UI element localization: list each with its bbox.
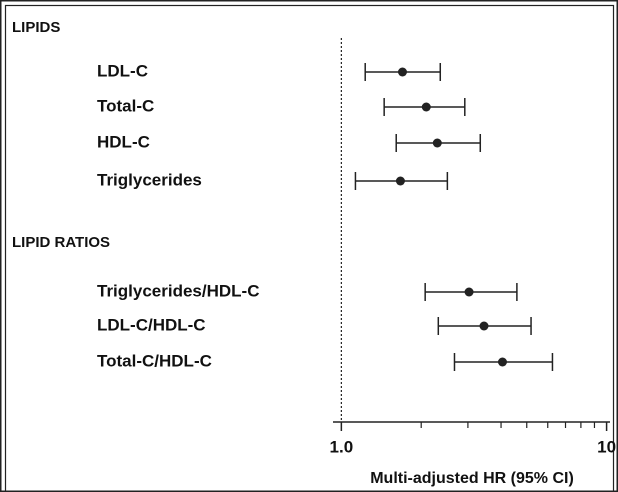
- row-label: HDL-C: [97, 132, 150, 151]
- row-label: Triglycerides/HDL-C: [97, 281, 260, 300]
- x-tick-label: 1.0: [330, 437, 354, 456]
- point-estimate: [479, 321, 489, 331]
- row-label: LDL-C/HDL-C: [97, 315, 206, 334]
- point-estimate: [421, 102, 431, 112]
- row-label: Total-C: [97, 96, 154, 115]
- point-estimate: [497, 357, 507, 367]
- point-estimate: [395, 176, 405, 186]
- point-estimate: [432, 138, 442, 148]
- group-header: LIPID RATIOS: [12, 234, 110, 251]
- row-label: Total-C/HDL-C: [97, 351, 212, 370]
- group-header: LIPIDS: [12, 19, 60, 36]
- row-label: LDL-C: [97, 61, 148, 80]
- point-estimate: [464, 287, 474, 297]
- x-axis-label: Multi-adjusted HR (95% CI): [370, 470, 574, 487]
- row-label: Triglycerides: [97, 170, 202, 189]
- point-estimate: [397, 67, 407, 77]
- x-tick-label: 10: [597, 437, 616, 456]
